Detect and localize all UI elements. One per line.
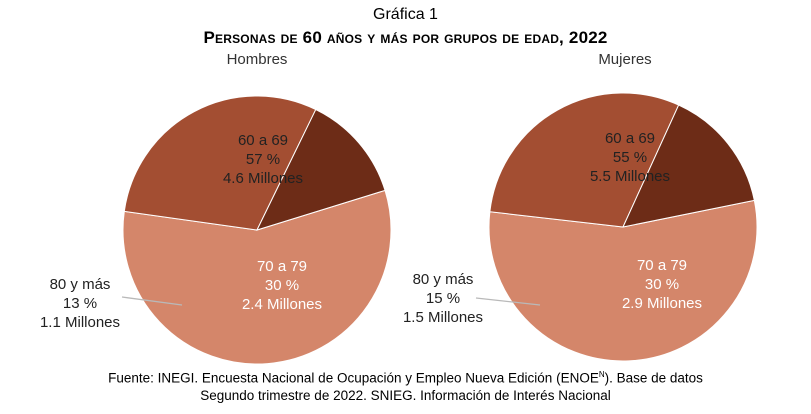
slice-label-hombres-70-a-79-line3: 2.4 Millones [242,296,322,313]
pie-slice-mujeres-80-y-mas [622,104,755,228]
slice-label-mujeres-60-a-69-line3: 5.5 Millones [590,168,670,185]
slice-label-mujeres-70-a-79-line2: 30 % [645,276,679,293]
pie-chart-mujeres: Mujeres 60 a 69 55 % 5.5 Millones 70 a 79 30 … [403,51,758,362]
source-line1-prefix: Fuente: INEGI. Encuesta Nacional de Ocup… [108,370,599,386]
figure-title: Personas de 60 años y más por grupos de … [203,28,608,47]
slice-label-mujeres-70-a-79-line3: 2.9 Millones [622,295,702,312]
slice-label-mujeres-70-a-79-line1: 70 a 79 [637,257,687,274]
pie-title-hombres: Hombres [227,51,288,68]
source-line1-suffix: ). Base de datos [604,370,703,386]
slice-label-hombres-80-y-mas-line3: 1.1 Millones [40,314,120,331]
pie-slice-mujeres-70-a-79 [489,92,680,228]
slice-label-hombres-60-a-69-line3: 4.6 Millones [223,170,303,187]
source-line2: Segundo trimestre de 2022. SNIEG. Inform… [200,387,611,403]
pie-title-mujeres: Mujeres [598,51,651,68]
pie-slice-mujeres-60-a-69 [488,199,758,362]
slice-label-mujeres-60-a-69-line2: 55 % [613,149,647,166]
slice-label-mujeres-80-y-mas-line2: 15 % [426,290,460,307]
pie-slice-hombres-80-y-mas [256,108,386,231]
slice-label-mujeres-80-y-mas-line1: 80 y más [413,271,474,288]
pie-chart-hombres: Hombres 60 a 69 57 % 4.6 Millones 70 a 79 30 … [40,51,392,365]
slice-label-hombres-80-y-mas-line2: 13 % [63,295,97,312]
slice-label-hombres-70-a-79-line1: 70 a 79 [257,258,307,275]
source-superscript: N [598,370,605,379]
pie-slice-hombres-70-a-79 [123,95,317,231]
slice-label-mujeres-60-a-69-line1: 60 a 69 [605,130,655,147]
figure-number: Gráfica 1 [373,6,438,23]
source-note: Fuente: INEGI. Encuesta Nacional de Ocup… [0,366,811,404]
slice-label-hombres-70-a-79-line2: 30 % [265,277,299,294]
leader-line-mujeres [475,297,541,306]
slice-label-hombres-60-a-69-line1: 60 a 69 [238,132,288,149]
slice-label-hombres-60-a-69-line2: 57 % [246,151,280,168]
leader-line-hombres [121,296,183,306]
slice-label-mujeres-80-y-mas-line3: 1.5 Millones [403,309,483,326]
pie-slice-hombres-60-a-69 [122,189,392,365]
slice-label-hombres-80-y-mas-line1: 80 y más [50,276,111,293]
